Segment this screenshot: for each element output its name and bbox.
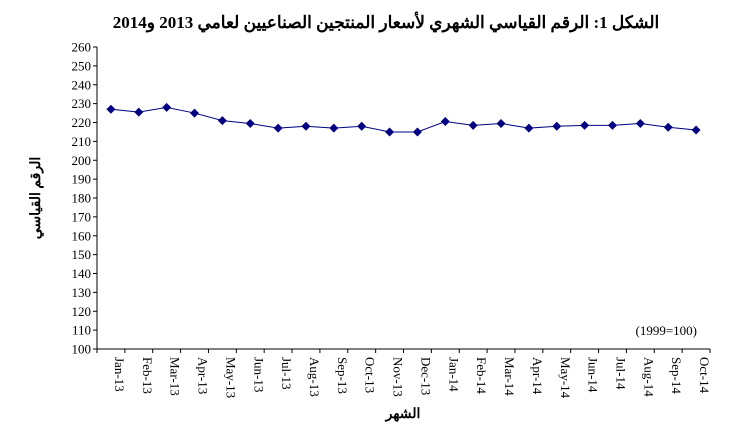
data-point-marker[interactable]	[385, 127, 395, 137]
x-tick-label: Jun-13	[251, 357, 266, 392]
y-tick-label: 140	[72, 266, 92, 281]
y-tick-label: 110	[72, 323, 91, 338]
data-point-marker[interactable]	[245, 118, 255, 128]
data-point-marker[interactable]	[440, 117, 450, 127]
data-point-marker[interactable]	[301, 121, 311, 131]
x-tick-label: Jul-13	[279, 357, 294, 390]
data-point-marker[interactable]	[524, 123, 534, 133]
data-point-marker[interactable]	[552, 121, 562, 131]
x-tick-label: Sep-13	[335, 357, 350, 394]
y-tick-label: 210	[72, 134, 92, 149]
y-tick-label: 180	[72, 191, 92, 206]
x-axis-title: الشهر	[385, 407, 421, 422]
y-axis-title: الرقم القياسي	[29, 157, 44, 240]
data-point-marker[interactable]	[134, 107, 144, 117]
data-point-marker[interactable]	[496, 118, 506, 128]
y-tick-label: 230	[72, 96, 92, 111]
y-tick-label: 220	[72, 115, 92, 130]
chart-title: الشكل 1: الرقم القياسي الشهري لأسعار الم…	[113, 11, 659, 33]
x-tick-label: Feb-14	[474, 357, 489, 394]
x-tick-label: Oct-14	[697, 357, 712, 394]
data-point-marker[interactable]	[329, 123, 339, 133]
x-tick-label: May-13	[223, 357, 238, 398]
x-tick-label: Sep-14	[669, 357, 684, 394]
x-tick-label: Jul-14	[613, 357, 628, 390]
x-tick-label: Jan-14	[446, 357, 461, 392]
data-point-marker[interactable]	[580, 120, 590, 130]
x-tick-label: Aug-14	[641, 357, 656, 397]
y-tick-label: 250	[72, 58, 92, 73]
data-point-marker[interactable]	[635, 118, 645, 128]
data-point-marker[interactable]	[412, 127, 422, 137]
y-tick-label: 190	[72, 172, 92, 187]
x-tick-label: Jun-14	[586, 357, 601, 393]
data-point-marker[interactable]	[357, 121, 367, 131]
x-tick-label: Mar-13	[168, 357, 183, 396]
x-tick-label: Nov-13	[391, 357, 406, 397]
x-tick-label: May-14	[558, 357, 573, 399]
series-line	[110, 106, 697, 133]
x-tick-label: Oct-13	[363, 357, 378, 393]
y-tick-label: 170	[72, 209, 92, 224]
y-axis-ticks: 100 110 120 130 140 150 160 170 180 190 200 210 220 2…	[72, 40, 97, 357]
x-tick-label: Apr-13	[196, 357, 211, 394]
data-point-marker[interactable]	[691, 125, 701, 135]
y-tick-label: 120	[72, 304, 92, 319]
x-tick-label: Aug-13	[307, 357, 322, 397]
data-point-marker[interactable]	[468, 120, 478, 130]
data-point-marker[interactable]	[607, 120, 617, 130]
y-tick-label: 130	[72, 285, 92, 300]
y-tick-label: 200	[72, 153, 92, 168]
x-tick-label: Apr-14	[530, 357, 545, 395]
x-tick-label: Feb-13	[140, 357, 155, 394]
x-tick-label: Jan-13	[112, 357, 127, 392]
data-point-marker[interactable]	[162, 102, 172, 112]
base-year-note: (1999=100)	[636, 323, 698, 338]
y-tick-label: 260	[72, 40, 92, 55]
y-tick-label: 100	[72, 342, 92, 357]
y-tick-label: 150	[72, 247, 92, 262]
x-tick-label: Dec-13	[418, 357, 433, 395]
data-point-marker[interactable]	[106, 104, 116, 114]
data-point-marker[interactable]	[217, 116, 227, 126]
y-tick-label: 240	[72, 77, 92, 92]
plot-area	[96, 47, 710, 350]
series-group	[106, 102, 701, 137]
data-point-marker[interactable]	[663, 122, 673, 132]
y-tick-label: 160	[72, 228, 92, 243]
x-axis-ticks: Jan-13 Feb-13 Mar-13 Apr-13 May-13 Jun-13 Jul-…	[96, 349, 712, 399]
x-tick-label: Mar-14	[502, 357, 517, 396]
data-point-marker[interactable]	[273, 123, 283, 133]
data-point-marker[interactable]	[190, 108, 200, 118]
